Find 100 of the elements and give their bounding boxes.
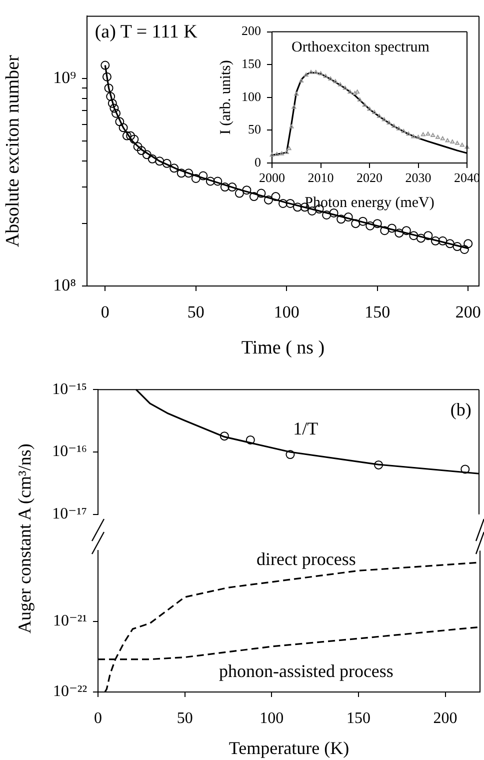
point: [286, 450, 295, 460]
x-tick-label: 200: [455, 302, 481, 322]
y-tick-label: 100: [242, 88, 261, 104]
point: [377, 114, 382, 118]
point: [366, 221, 375, 230]
point: [424, 231, 433, 240]
point: [323, 74, 328, 78]
point: [264, 195, 273, 204]
x-tick-label: 2000: [259, 170, 285, 186]
point: [112, 108, 121, 118]
point: [348, 90, 352, 94]
point: [455, 140, 460, 145]
point: [286, 146, 292, 150]
point: [402, 226, 411, 236]
point: [104, 84, 114, 93]
point: [452, 242, 462, 252]
point: [355, 90, 360, 94]
y-tick-label: 10⁻¹⁶: [52, 443, 87, 460]
x-axis-title: Time ( ns ): [241, 338, 325, 359]
point: [386, 120, 392, 124]
annotation: direct process: [256, 549, 356, 570]
point: [426, 132, 430, 136]
point: [184, 168, 194, 178]
point: [406, 132, 411, 136]
point: [336, 214, 346, 224]
point: [380, 226, 390, 236]
point: [328, 76, 333, 81]
annotation: (b): [450, 400, 472, 420]
x-tick-label: 200: [433, 710, 458, 727]
point: [220, 432, 229, 441]
point: [228, 182, 237, 192]
point: [299, 78, 304, 82]
point: [329, 208, 338, 218]
point: [108, 98, 117, 108]
point: [460, 464, 470, 474]
annotation: phonon-assisted process: [218, 660, 394, 681]
x-axis-title: Photon energy (meV): [304, 194, 434, 211]
point: [198, 171, 208, 180]
y-tick-label: 10⁻²¹: [52, 612, 88, 630]
point: [411, 134, 416, 138]
point: [271, 192, 280, 202]
point: [286, 198, 295, 208]
y-tick-label: 10⁻²²: [52, 683, 88, 700]
x-tick-label: 50: [176, 710, 193, 727]
point: [256, 188, 266, 198]
point: [372, 219, 382, 228]
y-tick-label: 10⁻¹⁵: [52, 380, 87, 398]
point: [270, 152, 274, 157]
point: [438, 236, 448, 246]
y-axis-title: Absolute exciton number: [2, 54, 24, 248]
point: [430, 132, 436, 137]
point: [242, 186, 252, 195]
point: [280, 151, 284, 156]
y-tick-label: 10⁸: [53, 275, 76, 294]
point: [358, 216, 368, 226]
point: [100, 60, 110, 70]
point: [176, 168, 186, 178]
annotation: Orthoexciton spectrum: [292, 39, 430, 56]
y-tick-label: 0: [254, 154, 261, 170]
point: [440, 136, 445, 140]
point: [445, 138, 450, 142]
point: [401, 129, 406, 134]
x-tick-label: 2020: [356, 170, 382, 186]
point: [136, 146, 146, 156]
point: [170, 164, 179, 173]
point: [308, 70, 314, 74]
point: [246, 435, 255, 444]
y-tick-label: 50: [248, 122, 261, 137]
x-tick-label: 2030: [405, 170, 432, 186]
point: [322, 210, 332, 220]
point: [394, 228, 404, 238]
point: [304, 72, 308, 77]
point: [409, 231, 418, 240]
point: [416, 234, 426, 243]
point: [351, 219, 360, 228]
point: [162, 158, 172, 168]
point: [387, 224, 396, 233]
point: [342, 86, 348, 90]
annotation: (a) T = 111 K: [94, 21, 198, 42]
point: [133, 142, 142, 152]
x-tick-label: 150: [364, 302, 390, 322]
point: [274, 152, 280, 156]
x-tick-label: 2010: [308, 170, 334, 186]
y-axis-title: I (arb. units): [218, 60, 234, 135]
point: [278, 198, 288, 208]
x-tick-label: 100: [274, 302, 300, 322]
point: [293, 202, 302, 212]
y-tick-label: 10⁻¹⁷: [52, 506, 87, 523]
point: [206, 176, 215, 186]
x-tick-label: 50: [187, 302, 204, 322]
point: [284, 150, 289, 154]
point: [142, 150, 152, 160]
point: [126, 131, 136, 140]
point: [382, 117, 386, 122]
point: [115, 117, 124, 126]
point: [234, 188, 244, 198]
point: [420, 132, 426, 136]
y-tick-label: 200: [242, 23, 261, 38]
point: [352, 90, 358, 95]
point: [130, 134, 139, 144]
